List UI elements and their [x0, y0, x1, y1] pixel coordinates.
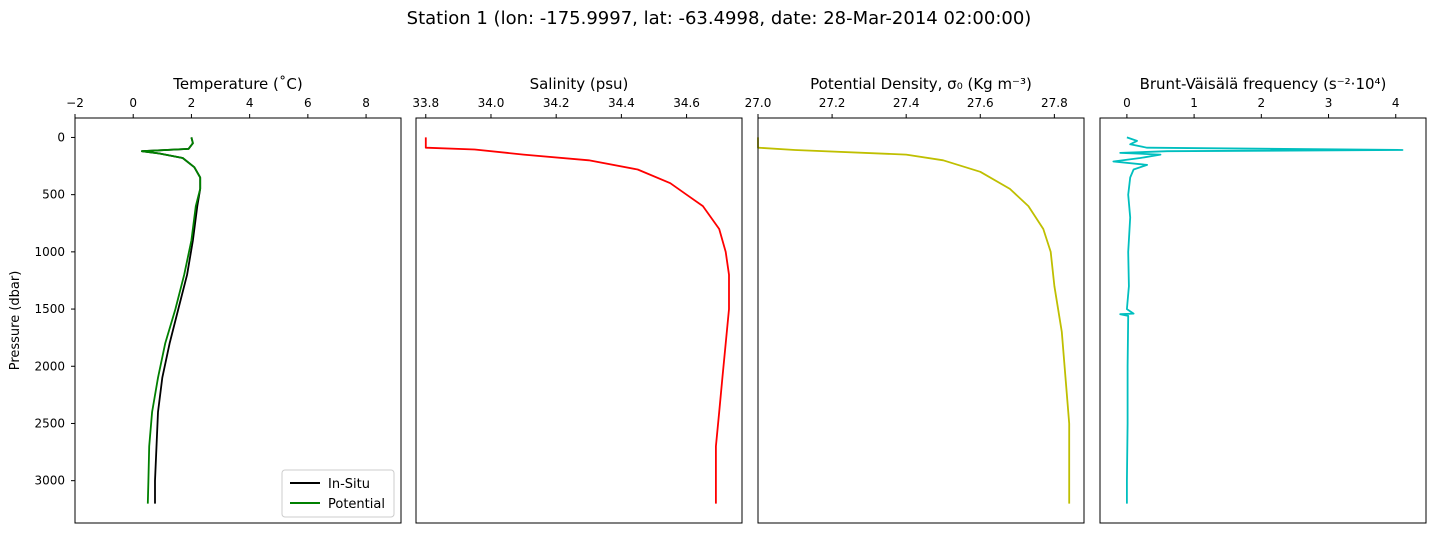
panel-temperature: −2 0 2 4 6 8 Temperature (˚C) 0 500 1000 1500 2000 2… [8, 75, 402, 524]
plot-frame [757, 117, 1085, 524]
y-tick-label: 3000 [34, 474, 65, 488]
series-line-temperature-1 [141, 137, 202, 504]
series-line-brunt-vaisala-0 [1112, 136, 1404, 504]
plot-frame [415, 117, 743, 524]
series-line-density-0 [757, 137, 1071, 504]
x-tick-label: 4 [246, 96, 254, 110]
x-tick-label: −2 [66, 96, 84, 110]
panel-density: 27.0 27.2 27.4 27.6 27.8 Potential Density, σ… [745, 75, 1085, 524]
legend: In-Situ Potential [281, 469, 395, 518]
axis-title-salinity: Salinity (psu) [530, 75, 629, 93]
y-tick-label: 2500 [34, 416, 65, 430]
x-tick-label: 4 [1392, 96, 1400, 110]
x-tick-label: 3 [1325, 96, 1333, 110]
x-tick-label: 34.6 [673, 96, 700, 110]
plot-frame [74, 117, 402, 524]
axis-title-temperature: Temperature (˚C) [172, 75, 302, 93]
x-tick-label: 33.8 [412, 96, 439, 110]
series-line-temperature-0 [141, 137, 202, 504]
x-tick-label: 1 [1190, 96, 1198, 110]
x-tick-label: 27.4 [893, 96, 920, 110]
x-tick-label: 34.4 [608, 96, 635, 110]
axis-title-brunt-vaisala: Brunt-Väisälä frequency (s⁻²·10⁴) [1140, 75, 1387, 93]
x-tick-label: 27.6 [967, 96, 994, 110]
legend-label: In-Situ [328, 477, 370, 492]
y-tick-label: 2000 [34, 359, 65, 373]
x-tick-label: 0 [129, 96, 137, 110]
figure-title: Station 1 (lon: -175.9997, lat: -63.4998… [407, 8, 1032, 29]
series-line-salinity-0 [424, 137, 730, 504]
x-tick-label: 27.0 [745, 96, 772, 110]
x-tick-label: 2 [1257, 96, 1265, 110]
panel-salinity: 33.8 34.0 34.2 34.4 34.6 Salinity (psu) [412, 75, 743, 524]
x-tick-label: 34.2 [543, 96, 570, 110]
x-tick-label: 27.8 [1041, 96, 1068, 110]
y-tick-label: 500 [42, 188, 65, 202]
panel-brunt-vaisala: 0 1 2 3 4 Brunt-Väisälä frequency (s⁻²·10⁴) [1099, 75, 1427, 524]
legend-box [281, 469, 395, 518]
x-tick-label: 2 [188, 96, 196, 110]
y-axis-label: Pressure (dbar) [8, 271, 23, 371]
x-tick-label: 0 [1123, 96, 1131, 110]
plot-frame [1099, 117, 1427, 524]
x-tick-label: 8 [362, 96, 370, 110]
y-tick-label: 0 [57, 130, 65, 144]
x-tick-label: 6 [304, 96, 312, 110]
axis-title-density: Potential Density, σ₀ (Kg m⁻³) [810, 75, 1032, 93]
y-tick-label: 1500 [34, 302, 65, 316]
x-tick-label: 34.0 [478, 96, 505, 110]
legend-label: Potential [328, 497, 385, 512]
x-tick-label: 27.2 [819, 96, 846, 110]
y-tick-label: 1000 [34, 245, 65, 259]
